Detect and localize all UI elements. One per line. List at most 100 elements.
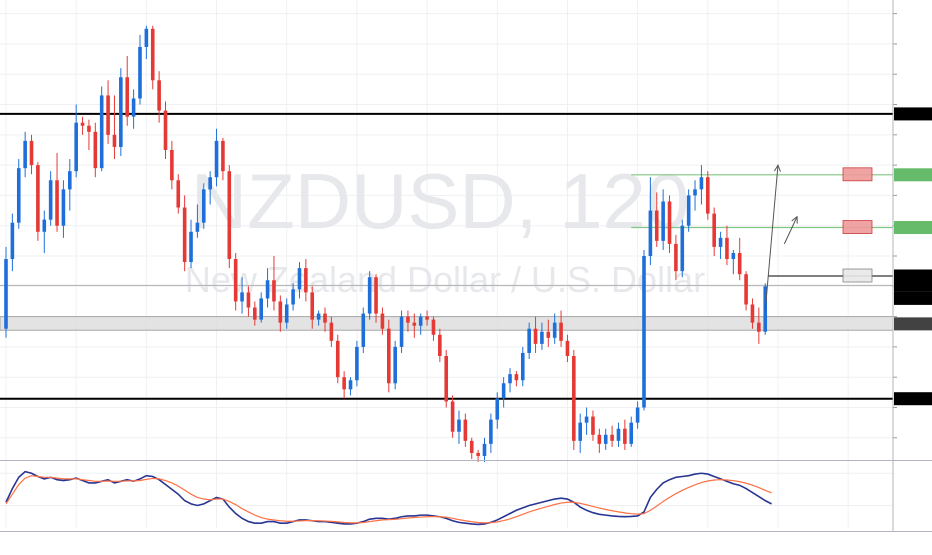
candle-body [87,125,91,132]
candle-body [272,280,276,302]
candle-body [731,252,736,260]
candle-body [55,180,59,226]
candle-body [316,313,321,320]
candle-body [438,334,442,356]
candle-body [565,340,570,356]
label-layer [842,107,932,406]
candle-layer [4,25,768,463]
entry-tag-box [842,268,873,283]
candle-body [757,322,761,332]
support-price-box [894,392,932,406]
candle-body [278,301,283,323]
candle-body [227,171,232,260]
candle-body [189,231,193,263]
candle-body [335,340,340,378]
candle-body [489,419,493,444]
candle-body [546,331,551,338]
candle-body [265,280,270,299]
candle-body [157,80,161,111]
candle-body [221,140,225,172]
candle-body [138,46,142,99]
candle-body [648,210,653,257]
candle-body [361,313,366,347]
candle-body [533,328,538,344]
watermark-symbol: NZDUSD, 120 [191,157,689,245]
candle-body [520,352,525,381]
candle-body [457,419,461,432]
candle-body [144,28,149,47]
candle-body [399,316,404,347]
candle-body [699,177,704,190]
candle-body [737,252,742,275]
candle-body [99,95,104,169]
candle-body [725,237,729,260]
candle-body [463,419,468,441]
candle-body [476,452,480,456]
indicator-signal-line [5,475,772,524]
indicator-layer [5,470,772,526]
candle-body [74,122,78,172]
arrow-tp1-shaft [783,216,798,245]
candle-body [131,98,136,117]
resistance-price-box [894,107,932,121]
candle-body [323,313,327,323]
candle-body [616,428,621,441]
candle-body [68,171,72,190]
candle-body [693,189,697,196]
zone-price-box [894,317,932,331]
candle-body [284,304,289,323]
candle-body [348,380,353,390]
candle-body [176,180,181,208]
candle-body [418,316,423,326]
candle-body [501,383,506,399]
candle-body [527,328,531,353]
candle-body [635,407,640,423]
candle-body [106,95,110,135]
candle-body [686,195,691,226]
tp2-price-box [894,168,932,182]
candle-body [29,140,34,166]
candle-body [246,292,251,308]
candle-body [412,322,417,326]
candle-body [214,140,219,178]
candle-body [201,189,206,223]
tp1-tag-box [842,220,873,234]
candle-body [297,268,302,290]
candle-body [584,416,589,423]
candle-body [380,313,385,329]
candle-body [610,434,614,441]
candle-body [112,134,117,147]
candle-body [304,268,308,293]
candle-body [623,428,627,444]
candle-body [674,243,678,272]
candle-body [654,210,659,241]
candle-body [259,298,263,320]
arrow-tp2-shaft [764,165,779,311]
candle-body [661,201,665,241]
candle-body [514,374,519,381]
candle-body [61,189,66,226]
candle-body [4,259,8,329]
candle-body [642,256,646,408]
candle-body [508,374,512,384]
candle-body [125,77,130,117]
candle-body [93,131,98,169]
candle-body [591,416,595,435]
candle-body [667,201,672,244]
arrow-tp1-head [791,215,798,224]
tp1-price-box [894,221,932,235]
candle-body [374,277,378,314]
candle-body [387,328,391,384]
candle-body [597,434,602,444]
candle-body [406,316,410,323]
tp2-tag-box [842,167,873,182]
candle-body [310,292,315,320]
candle-body [208,177,212,190]
watermark-layer: NZDUSD, 120 New Zealand Dollar / U.S. Do… [185,157,705,300]
arrow-layer [764,163,798,311]
candle-body [603,434,608,444]
candle-body [150,28,155,81]
